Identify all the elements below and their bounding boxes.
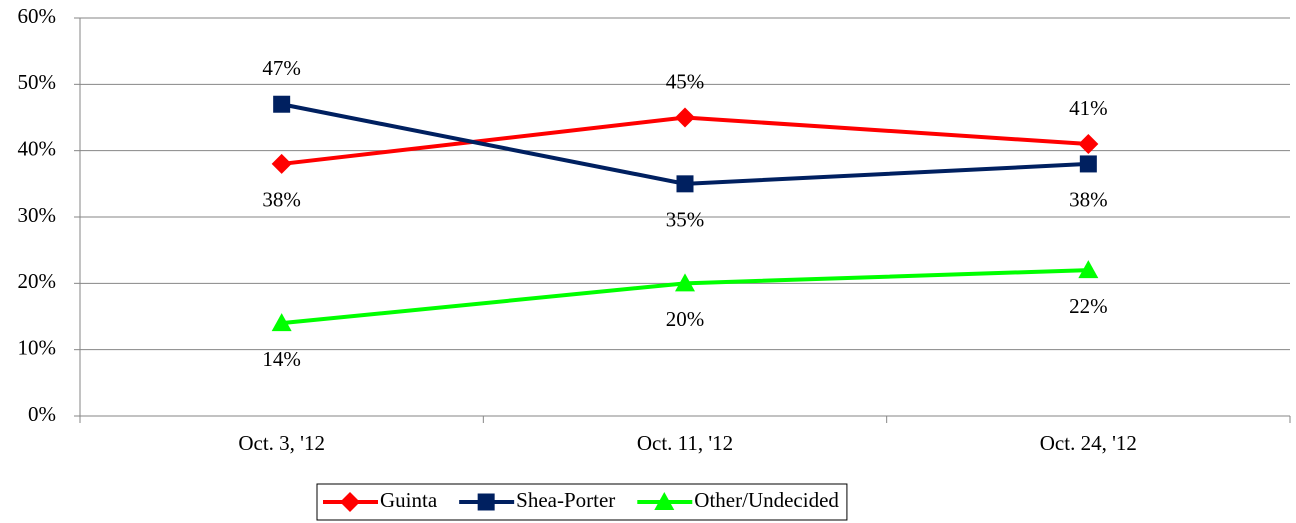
y-tick-label: 50% bbox=[18, 70, 57, 94]
data-label: 35% bbox=[666, 208, 705, 232]
data-label: 20% bbox=[666, 307, 705, 331]
y-tick-label: 20% bbox=[18, 269, 57, 293]
data-label: 22% bbox=[1069, 294, 1108, 318]
y-tick-label: 40% bbox=[18, 136, 57, 160]
y-tick-label: 60% bbox=[18, 4, 57, 28]
marker bbox=[1078, 134, 1099, 155]
legend-marker bbox=[340, 492, 360, 512]
data-label: 14% bbox=[262, 347, 301, 371]
data-label: 47% bbox=[262, 56, 301, 80]
marker bbox=[675, 107, 695, 128]
marker bbox=[273, 95, 291, 113]
legend-label: Guinta bbox=[380, 488, 438, 512]
y-tick-label: 10% bbox=[18, 335, 57, 359]
data-label: 45% bbox=[666, 69, 705, 93]
marker bbox=[1079, 155, 1097, 173]
x-tick-label: Oct. 11, '12 bbox=[637, 431, 733, 455]
legend: Guinta Shea-Porter Other/Undecided bbox=[316, 483, 848, 521]
legend-box bbox=[316, 483, 848, 521]
data-label: 38% bbox=[1069, 188, 1108, 212]
legend-label: Other/Undecided bbox=[694, 488, 839, 512]
legend-label: Shea-Porter bbox=[516, 488, 615, 512]
marker bbox=[271, 313, 292, 332]
data-label: 41% bbox=[1069, 96, 1108, 120]
legend-marker bbox=[477, 493, 495, 511]
legend-marker bbox=[654, 492, 675, 510]
x-tick-label: Oct. 3, '12 bbox=[238, 431, 325, 455]
data-label: 38% bbox=[262, 188, 301, 212]
y-tick-label: 30% bbox=[18, 203, 57, 227]
marker bbox=[1078, 260, 1099, 279]
marker bbox=[676, 175, 694, 193]
marker bbox=[675, 273, 695, 292]
marker bbox=[271, 153, 292, 174]
y-tick-label: 0% bbox=[28, 402, 56, 426]
x-tick-label: Oct. 24, '12 bbox=[1040, 431, 1137, 455]
